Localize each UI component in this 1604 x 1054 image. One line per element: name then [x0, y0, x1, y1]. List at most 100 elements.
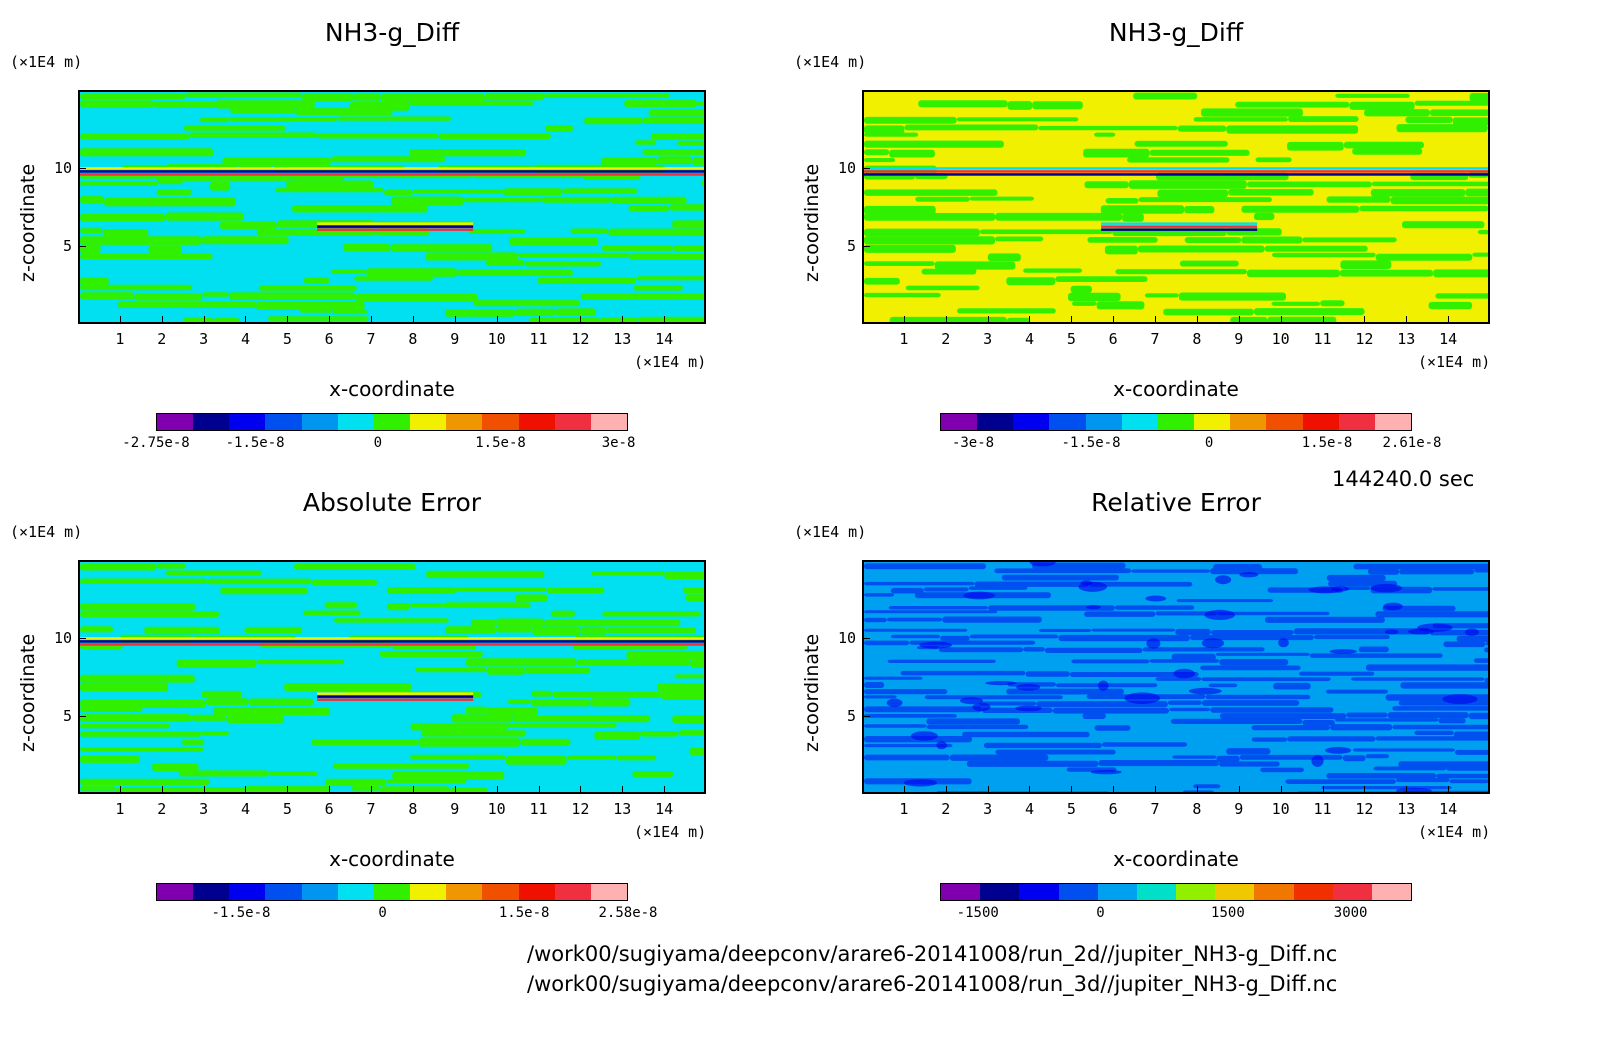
- contour-band: [1299, 671, 1375, 676]
- contour-band: [1358, 646, 1389, 653]
- contour-band: [1138, 197, 1272, 203]
- contour-band: [1443, 641, 1486, 648]
- contour-band: [524, 667, 591, 674]
- contour-band: [1375, 736, 1488, 741]
- contour-band: [337, 116, 452, 121]
- colorbar: [156, 883, 628, 901]
- contour-band: [1367, 568, 1400, 575]
- contour-band: [864, 714, 957, 718]
- x-tick-label: 14: [1439, 800, 1458, 818]
- contour-band: [351, 786, 380, 791]
- contour-band: [383, 189, 414, 196]
- x-tick-label: 13: [1397, 800, 1416, 818]
- contour-band: [354, 276, 433, 281]
- contour-band: [672, 715, 704, 724]
- contour-band: [633, 285, 683, 291]
- colorbar-swatch: [157, 414, 194, 430]
- chart-panel-4: Relative Error (×1E4 m) (×1E4 m) x-coordina…: [784, 470, 1568, 940]
- contour-plot: [862, 90, 1490, 324]
- colorbar-swatch: [1332, 884, 1372, 900]
- contour-band: [864, 754, 950, 761]
- contour-band: [1302, 237, 1397, 243]
- contour-band: [1226, 125, 1359, 134]
- contour-band: [988, 605, 1115, 611]
- x-axis-label: x-coordinate: [1113, 847, 1239, 871]
- contour-band: [900, 670, 1026, 676]
- x-tick-label: 9: [450, 800, 460, 818]
- colorbar-swatch: [301, 414, 338, 430]
- interface-band: [80, 643, 704, 646]
- colorbar-swatch: [446, 414, 483, 430]
- contour-patch: [903, 779, 938, 787]
- contour-band: [286, 180, 374, 190]
- colorbar-swatch: [1254, 884, 1294, 900]
- contour-band: [392, 771, 505, 780]
- contour-band: [418, 738, 521, 747]
- x-tick-label: 1: [115, 800, 125, 818]
- contour-band: [864, 277, 900, 285]
- contour-band: [923, 587, 969, 592]
- x-tick-label: 2: [157, 330, 167, 348]
- z-tick-mark: [78, 246, 86, 247]
- contour-band: [515, 594, 548, 602]
- contour-band: [80, 148, 214, 157]
- contour-band: [1175, 628, 1211, 636]
- colorbar-swatch: [518, 414, 555, 430]
- contour-band: [80, 100, 154, 108]
- contour-band: [657, 683, 704, 692]
- x-tick-label: 14: [655, 800, 674, 818]
- contour-band: [1210, 568, 1299, 575]
- contour-band: [1084, 611, 1156, 617]
- contour-band: [1172, 755, 1217, 759]
- contour-band: [1038, 628, 1092, 632]
- contour-band: [678, 730, 704, 736]
- x-tick-mark: [664, 316, 666, 324]
- contour-band: [1023, 268, 1083, 273]
- contour-band: [864, 205, 936, 215]
- contour-band: [1326, 773, 1437, 779]
- contour-band: [600, 157, 658, 166]
- contour-patch: [1201, 638, 1225, 649]
- contour-band: [1351, 677, 1485, 681]
- contour-band: [1201, 677, 1331, 682]
- contour-band: [904, 124, 1039, 131]
- x-tick-label: 3: [199, 800, 209, 818]
- contour-band: [80, 181, 159, 186]
- contour-band: [80, 706, 143, 712]
- contour-band: [1287, 736, 1376, 742]
- contour-band: [80, 563, 157, 571]
- contour-band: [1477, 229, 1488, 235]
- x-tick-mark: [945, 316, 947, 324]
- x-tick-mark: [371, 786, 373, 794]
- contour-band: [1267, 316, 1337, 322]
- x-tick-mark: [538, 786, 540, 794]
- x-axis-label: x-coordinate: [1113, 377, 1239, 401]
- contour-band: [580, 293, 704, 300]
- colorbar-swatch: [1374, 414, 1412, 430]
- contour-band: [664, 571, 704, 579]
- contour-band: [651, 133, 704, 140]
- contour-band: [1182, 790, 1214, 792]
- contour-band: [1452, 117, 1488, 126]
- contour-band: [1325, 689, 1388, 694]
- x-tick-label: 10: [1271, 800, 1290, 818]
- contour-band: [608, 228, 704, 236]
- contour-band: [330, 269, 367, 274]
- contour-band: [1353, 748, 1455, 752]
- contour-band: [1038, 125, 1178, 131]
- colorbar-swatch: [554, 884, 591, 900]
- x-tick-label: 5: [282, 330, 292, 348]
- contour-band: [1087, 237, 1158, 243]
- contour-band: [390, 196, 464, 206]
- contour-band: [220, 221, 277, 230]
- x-tick-mark: [1071, 786, 1073, 794]
- contour-band: [1058, 634, 1190, 642]
- x-tick-label: 4: [240, 800, 250, 818]
- colorbar-swatch: [1215, 884, 1255, 900]
- contour-band: [864, 724, 927, 728]
- colorbar-swatch: [941, 414, 978, 430]
- contour-band: [1163, 308, 1254, 316]
- contour-patch: [886, 698, 903, 707]
- contour-band: [1251, 737, 1288, 742]
- colorbar-swatch: [1085, 414, 1122, 430]
